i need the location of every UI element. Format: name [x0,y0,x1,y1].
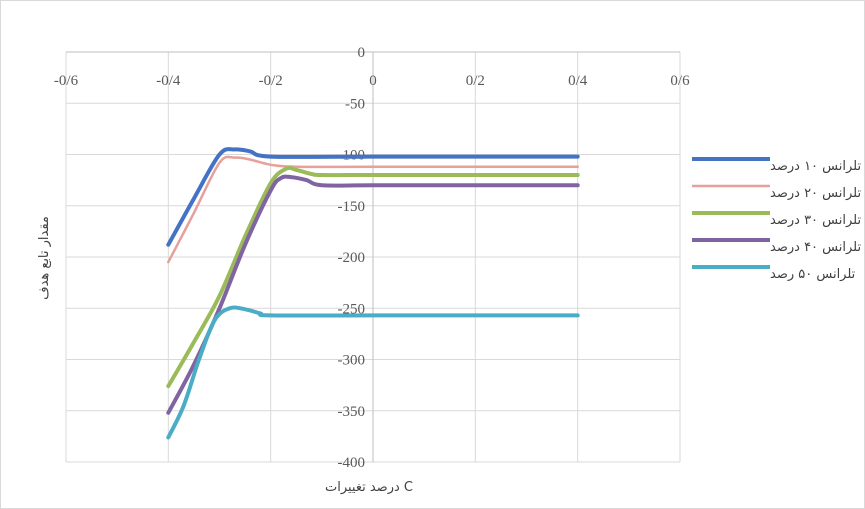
y-tick-label: 0 [358,45,366,61]
y-tick-label: -150 [338,199,366,215]
legend-label-5: تلرانس ۵۰ رصد [770,267,856,282]
series-line-4 [166,174,580,415]
legend-label-2: تلرانس ۲۰ درصد [770,186,861,201]
x-tick-label: 0/4 [568,73,588,89]
y-tick-label: -350 [338,404,366,420]
series-line-1 [166,147,580,247]
y-tick-label: -400 [338,455,366,471]
axes [66,51,680,462]
series-lines [166,147,580,440]
series-line-3 [166,165,580,389]
x-tick-label: -0/2 [259,73,283,89]
legend-label-4: تلرانس ۴۰ درصد [770,240,861,255]
x-axis-title: درصد تغییرات C [325,480,413,495]
x-tick-label: 0/6 [670,73,690,89]
legend: تلرانس ۱۰ درصد تلرانس ۲۰ درصد تلرانس ۳۰ در… [692,157,861,282]
y-tick-label: -250 [338,301,366,317]
x-tick-label: 0/2 [466,73,485,89]
x-tick-label: -0/6 [54,73,79,89]
legend-label-3: تلرانس ۳۰ درصد [770,213,861,228]
series-line-2 [167,155,579,264]
y-tick-label: -50 [345,96,365,112]
legend-label-1: تلرانس ۱۰ درصد [770,159,861,174]
y-tick-label: -300 [338,353,366,369]
y-tick-label: -200 [338,250,366,266]
x-tick-label: -0/4 [156,73,181,89]
x-tick-label: 0 [369,73,377,89]
series-line-5 [166,305,580,440]
tick-labels: 0-50-100-150-200-250-300-350-400-0/6 -0/4… [54,45,690,471]
y-axis-title: مقدار تابع هدف [37,216,52,300]
